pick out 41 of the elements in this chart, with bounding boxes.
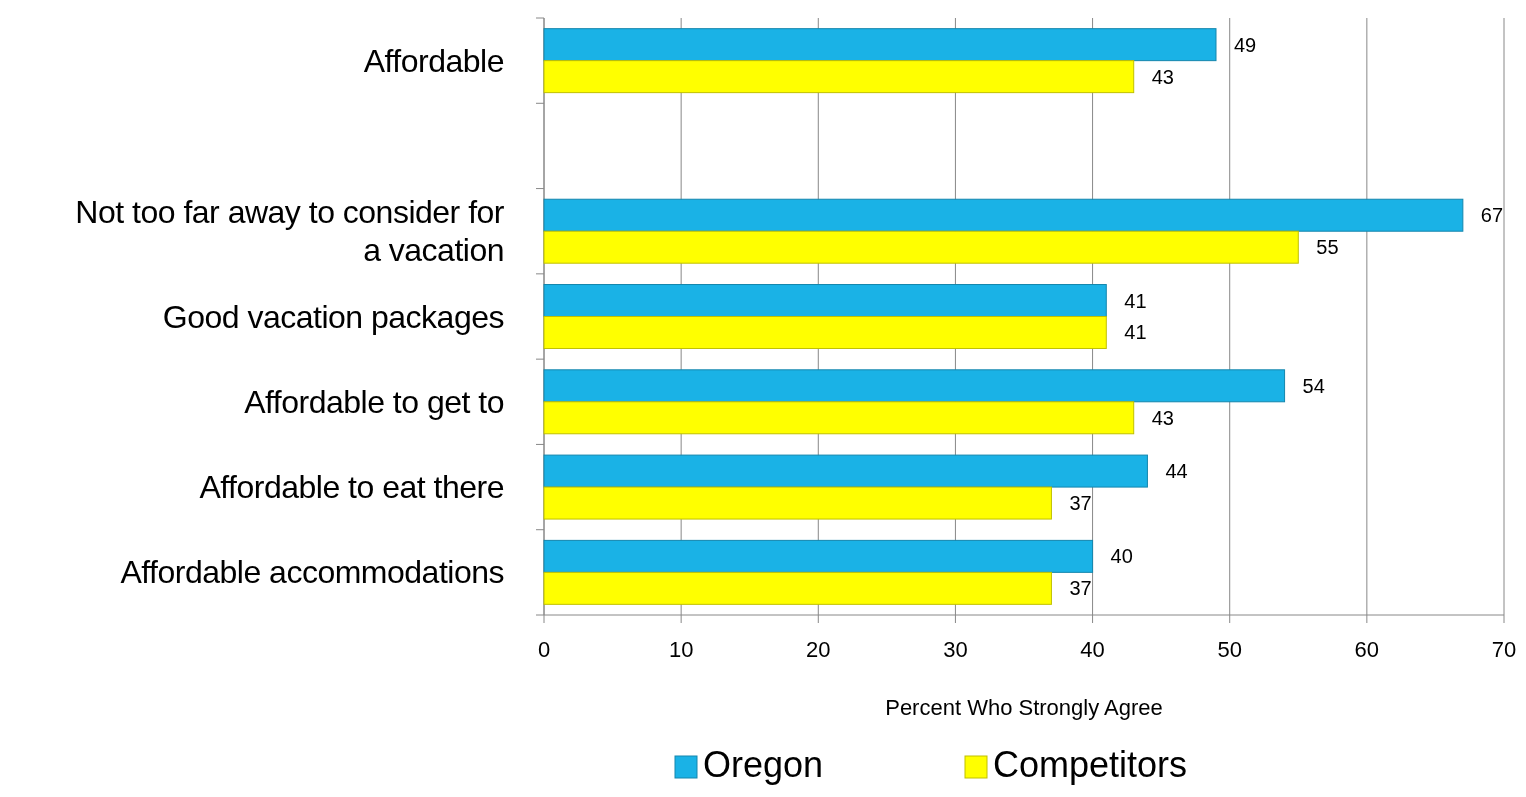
data-label: 37 (1069, 577, 1092, 600)
data-label: 43 (1151, 65, 1174, 88)
bar (543, 60, 1135, 94)
bar (543, 198, 1464, 232)
x-tick-label: 0 (537, 637, 551, 662)
data-label: 41 (1124, 289, 1147, 312)
bar (543, 369, 1286, 403)
data-label: 54 (1302, 374, 1325, 397)
bar (543, 316, 1107, 349)
x-tick-label: 30 (943, 637, 968, 662)
x-tick-label: 70 (1491, 637, 1517, 662)
legend-label: Oregon (703, 744, 824, 785)
data-label: 41 (1124, 321, 1147, 344)
bar (543, 230, 1299, 264)
x-axis-title: Percent Who Strongly Agree (885, 695, 1163, 720)
x-tick-label: 20 (806, 637, 831, 662)
legend-label: Competitors (993, 744, 1188, 785)
x-tick-label: 10 (668, 637, 694, 662)
data-label: 44 (1165, 460, 1188, 483)
data-label: 37 (1069, 492, 1092, 515)
y-tick-label: Affordable to eat there (199, 469, 504, 506)
data-label: 67 (1480, 204, 1504, 227)
bar (543, 486, 1052, 520)
x-tick-label: 40 (1080, 637, 1105, 662)
data-label: 49 (1234, 33, 1257, 56)
bar (543, 28, 1217, 62)
data-label: 40 (1110, 545, 1133, 568)
data-label: 43 (1151, 406, 1174, 429)
data-label: 55 (1316, 236, 1339, 259)
bar (543, 539, 1094, 573)
bar (543, 454, 1148, 488)
bar (543, 571, 1052, 605)
y-tick-label: Affordable accommodations (120, 554, 504, 591)
bar (543, 284, 1107, 317)
x-tick-label: 60 (1354, 637, 1380, 662)
y-tick-label: Affordable (363, 42, 504, 79)
bar (543, 401, 1135, 435)
x-tick-label: 50 (1217, 637, 1242, 662)
y-tick-label: Good vacation packages (162, 298, 504, 335)
y-tick-label: Affordable to get to (244, 383, 504, 420)
y-tick-label: Not too far away to consider for a vacation (75, 194, 505, 269)
